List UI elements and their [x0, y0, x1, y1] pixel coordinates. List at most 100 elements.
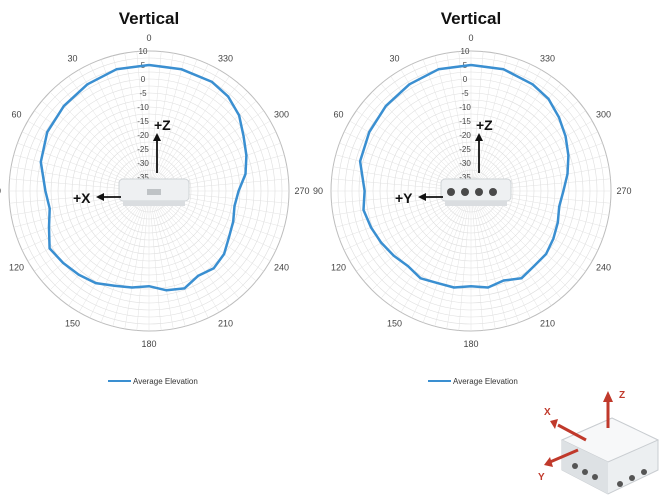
grid-spoke [458, 51, 471, 185]
data-point [242, 135, 245, 138]
data-point [407, 265, 409, 267]
data-point [78, 273, 80, 276]
grid-spoke [344, 193, 465, 251]
angle-tick-label: 90 [313, 186, 323, 196]
angle-tick-labels: 0 30 60 90 120 150 180 210 240 270 300 330 [313, 33, 632, 349]
grid-spoke [78, 196, 146, 313]
grid-spoke [124, 197, 149, 329]
radial-tick-label: -15 [459, 117, 471, 126]
radial-tick-label: -20 [459, 131, 471, 140]
grid-spoke [411, 64, 469, 185]
grid-spoke [446, 197, 471, 329]
angle-tick-label: 60 [11, 110, 21, 120]
grid-spoke [371, 195, 467, 291]
angle-tick-label: 210 [218, 319, 233, 329]
grid-spoke [363, 195, 466, 282]
grid-spoke [422, 59, 469, 185]
data-point [531, 83, 534, 86]
angle-tick-label: 240 [596, 263, 611, 273]
data-point [362, 209, 365, 211]
orientation-key: Z X Y [538, 390, 660, 495]
grid-spoke [149, 53, 174, 185]
data-point [520, 277, 523, 280]
grid-spoke [380, 196, 467, 299]
data-point [237, 190, 240, 192]
grid-spoke [149, 197, 162, 331]
radial-tick-label: 0 [463, 75, 468, 84]
grid-spoke [151, 197, 209, 318]
z-axis-annotation: +Z [476, 117, 493, 133]
grid-spoke [476, 110, 586, 188]
device-base [123, 201, 185, 206]
data-point [165, 289, 168, 292]
grid-spoke [68, 196, 146, 306]
angle-tick-label: 270 [616, 186, 631, 196]
data-point [567, 154, 570, 157]
angle-tick-label: 120 [331, 263, 346, 273]
orientation-arrows: +Z +Y [395, 117, 493, 206]
data-point [453, 286, 455, 289]
chart-title: Vertical [119, 9, 180, 28]
radial-tick-label: -5 [139, 89, 147, 98]
radial-tick-label: 0 [141, 75, 146, 84]
radial-tick-label: 10 [139, 47, 148, 56]
data-point [48, 207, 51, 210]
angle-tick-label: 210 [540, 319, 555, 329]
grid-spoke [474, 196, 542, 313]
grid-spoke [152, 196, 230, 306]
z-axis-annotation: +Z [154, 117, 171, 133]
grid-spoke [446, 53, 471, 185]
z-axis-label: Z [619, 390, 625, 401]
angle-tick-label: 150 [65, 319, 80, 329]
data-point [502, 68, 505, 71]
grid-spoke [471, 197, 484, 331]
grid-spoke [152, 196, 220, 313]
grid-spoke [473, 59, 520, 185]
grid-spoke [473, 197, 520, 323]
radial-tick-label: -5 [461, 89, 469, 98]
grid-spoke [434, 55, 470, 185]
angle-tick-label: 330 [540, 53, 555, 63]
horizontal-axis-annotation: +X [73, 190, 91, 206]
grid-spoke [475, 195, 571, 291]
grid-spoke [356, 110, 466, 188]
data-point [502, 279, 505, 282]
data-point [408, 83, 411, 86]
angle-tick-label: 90 [0, 186, 1, 196]
grid-spoke [58, 196, 145, 299]
grid-spoke [471, 53, 496, 185]
angle-tick-label: 180 [463, 339, 478, 349]
data-point [545, 253, 547, 255]
data-point [533, 265, 535, 267]
grid-spoke [78, 69, 146, 186]
grid-spoke [151, 197, 198, 323]
data-point [228, 236, 230, 238]
data-point [227, 95, 229, 98]
grid-spoke [100, 197, 147, 323]
angle-tick-label: 300 [596, 110, 611, 120]
legend-label: Average Elevation [133, 377, 198, 386]
data-point [40, 161, 42, 163]
grid-spoke [34, 110, 144, 188]
radial-tick-label: -20 [137, 131, 149, 140]
grid-spoke [476, 100, 579, 187]
grid-spoke [474, 196, 552, 306]
chart-title: Vertical [441, 9, 502, 28]
data-point [368, 131, 370, 133]
legend-label: Average Elevation [453, 377, 518, 386]
radial-tick-label: -30 [459, 159, 471, 168]
device-port [489, 188, 497, 196]
data-point [245, 154, 248, 157]
grid-spoke [151, 59, 198, 185]
data-point [233, 205, 236, 207]
data-point [238, 114, 240, 117]
grid-spoke [390, 76, 468, 186]
angle-tick-label: 240 [274, 263, 289, 273]
grid-spoke [473, 197, 531, 318]
data-point [552, 237, 555, 240]
grid-spoke [476, 194, 586, 272]
grid-spoke [380, 83, 467, 186]
x-axis-arrow [557, 423, 587, 442]
grid-spoke [68, 76, 146, 186]
